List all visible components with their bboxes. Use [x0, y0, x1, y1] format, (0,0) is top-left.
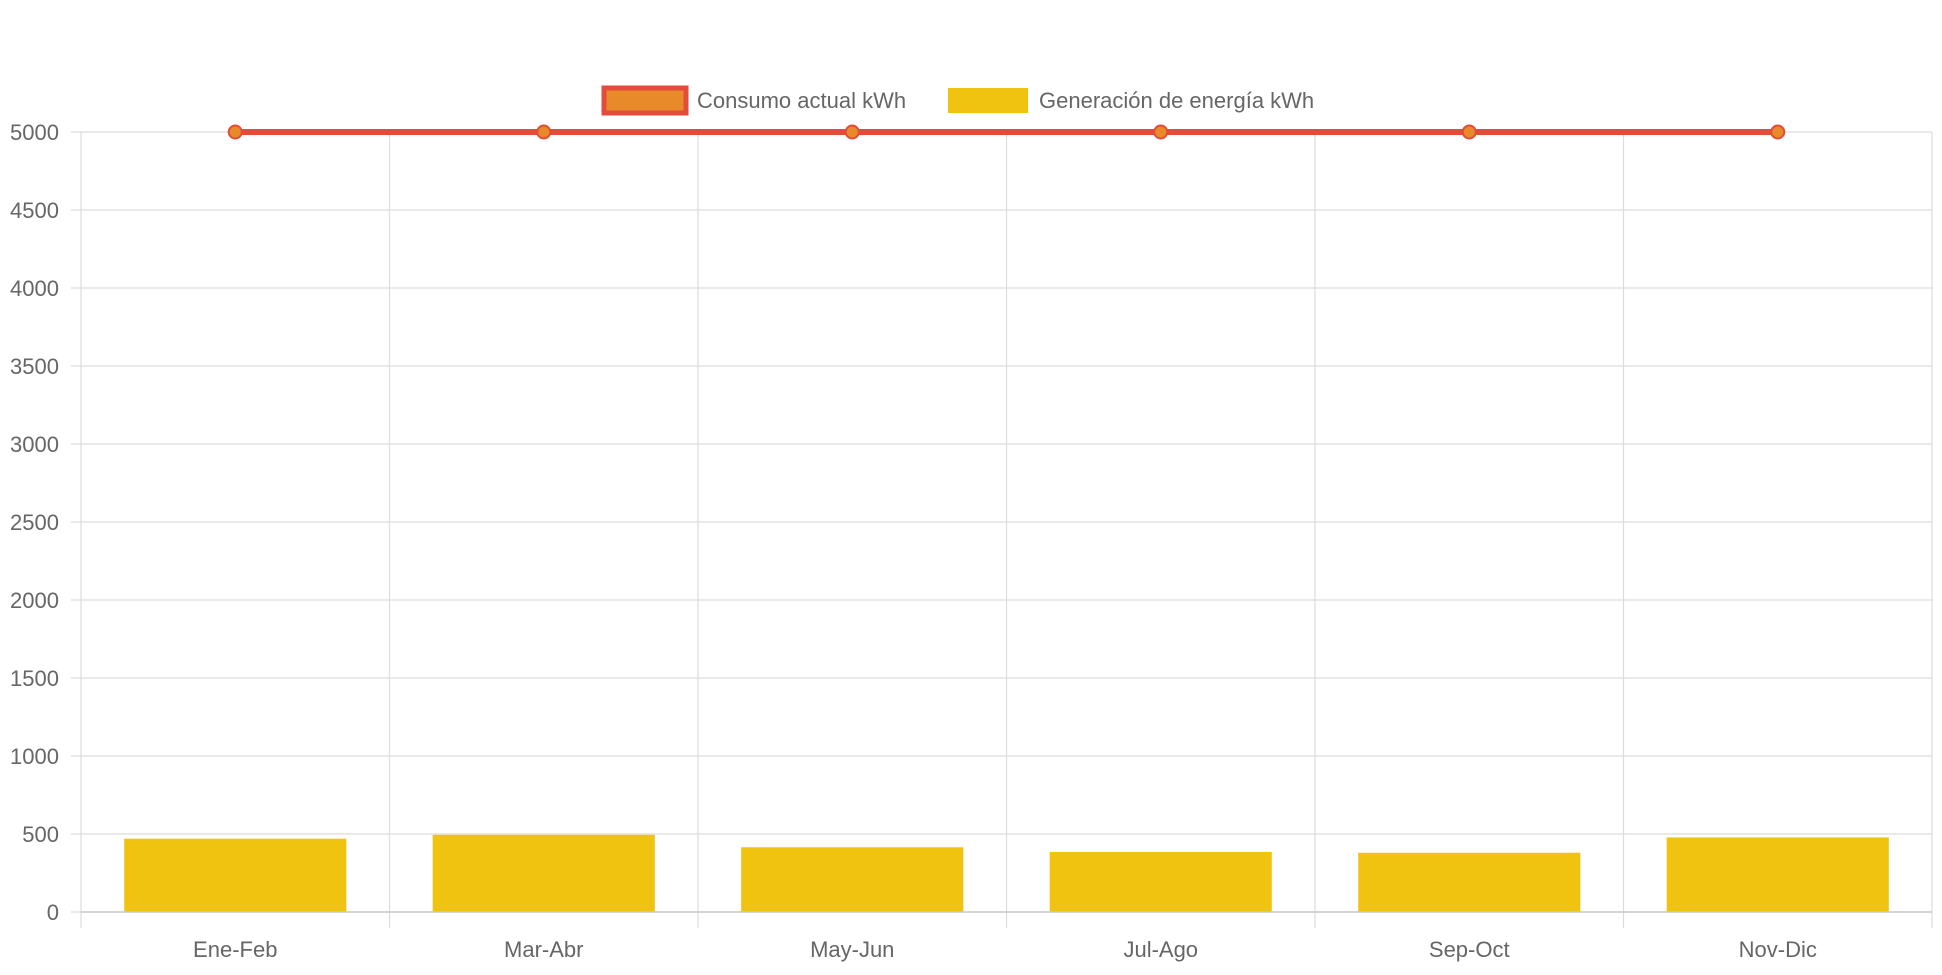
legend-swatch-generacion[interactable] [948, 88, 1028, 113]
point-consumo[interactable] [844, 124, 860, 140]
legend-swatch-consumo[interactable] [601, 85, 689, 116]
chart-legend[interactable]: Consumo actual kWh Generación de energía … [601, 85, 1314, 116]
x-tick-label: May-Jun [810, 937, 894, 962]
bar-generacion[interactable] [124, 838, 347, 912]
x-tick-label: Sep-Oct [1429, 937, 1510, 962]
x-tick-label: Jul-Ago [1123, 937, 1198, 962]
legend-label-generacion[interactable]: Generación de energía kWh [1039, 88, 1314, 113]
x-tick-label: Nov-Dic [1739, 937, 1817, 962]
y-tick-label: 3000 [10, 432, 59, 457]
legend-label-consumo[interactable]: Consumo actual kWh [697, 88, 906, 113]
bars-layer [124, 834, 1889, 912]
bar-generacion[interactable] [1049, 851, 1272, 912]
point-consumo[interactable] [1461, 124, 1477, 140]
y-tick-label: 3500 [10, 354, 59, 379]
bar-generacion[interactable] [1358, 852, 1581, 912]
y-tick-label: 4500 [10, 198, 59, 223]
y-tick-label: 1000 [10, 744, 59, 769]
y-tick-label: 1500 [10, 666, 59, 691]
point-consumo[interactable] [1153, 124, 1169, 140]
y-tick-label: 5000 [10, 120, 59, 145]
grid-layer [71, 131, 1933, 928]
axis-layer: 0 500 1000 1500 2000 2500 3000 3500 4000 4500 5000… [10, 120, 1932, 962]
bar-generacion[interactable] [741, 847, 964, 912]
line-layer [227, 124, 1786, 140]
y-tick-label: 500 [22, 822, 59, 847]
x-tick-label: Mar-Abr [504, 937, 583, 962]
bar-generacion[interactable] [1666, 837, 1889, 912]
y-tick-label: 2000 [10, 588, 59, 613]
y-tick-label: 4000 [10, 276, 59, 301]
point-consumo[interactable] [536, 124, 552, 140]
y-tick-label: 2500 [10, 510, 59, 535]
y-tick-label: 0 [47, 900, 59, 925]
bar-generacion[interactable] [432, 834, 655, 912]
point-consumo[interactable] [1770, 124, 1786, 140]
x-tick-label: Ene-Feb [193, 937, 277, 962]
point-consumo[interactable] [227, 124, 243, 140]
